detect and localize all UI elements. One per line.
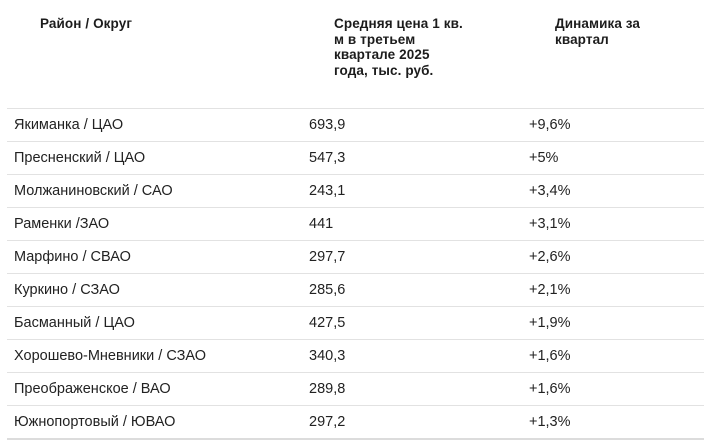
header-dynamics: Динамика за квартал bbox=[555, 16, 695, 47]
cell-dynamics: +1,6% bbox=[529, 381, 571, 397]
cell-district: Марфино / СВАО bbox=[14, 249, 131, 265]
table-row: Басманный / ЦАО 427,5 +1,9% bbox=[7, 307, 704, 340]
cell-price: 297,2 bbox=[309, 414, 346, 430]
table-row: Хорошево-Мневники / СЗАО 340,3 +1,6% bbox=[7, 340, 704, 373]
cell-price: 340,3 bbox=[309, 348, 346, 364]
cell-price: 285,6 bbox=[309, 282, 346, 298]
cell-district: Хорошево-Мневники / СЗАО bbox=[14, 348, 207, 364]
price-dynamics-table: Район / Округ Средняя цена 1 кв. м в тре… bbox=[7, 0, 704, 440]
table-header: Район / Округ Средняя цена 1 кв. м в тре… bbox=[7, 0, 704, 109]
cell-district: Раменки /ЗАО bbox=[14, 216, 110, 232]
cell-dynamics: +5% bbox=[529, 150, 559, 166]
cell-dynamics: +1,3% bbox=[529, 414, 571, 430]
cell-dynamics: +2,6% bbox=[529, 249, 571, 265]
header-price-line: года, тыс. руб. bbox=[334, 62, 434, 78]
table-row: Куркино / СЗАО 285,6 +2,1% bbox=[7, 274, 704, 307]
cell-district: Пресненский / ЦАО bbox=[14, 150, 146, 166]
cell-dynamics: +3,4% bbox=[529, 183, 571, 199]
table-row: Преображенское / ВАО 289,8 +1,6% bbox=[7, 373, 704, 406]
cell-dynamics: +3,1% bbox=[529, 216, 571, 232]
header-price-line: Средняя цена 1 кв. bbox=[334, 16, 463, 31]
cell-dynamics: +9,6% bbox=[529, 117, 571, 133]
cell-dynamics: +1,9% bbox=[529, 315, 571, 331]
table-row: Молжаниновский / САО 243,1 +3,4% bbox=[7, 175, 704, 208]
cell-district: Молжаниновский / САО bbox=[14, 183, 173, 199]
cell-district: Преображенское / ВАО bbox=[14, 381, 171, 397]
cell-price: 297,7 bbox=[309, 249, 346, 265]
cell-district: Басманный / ЦАО bbox=[14, 315, 135, 331]
table-row: Раменки /ЗАО 441 +3,1% bbox=[7, 208, 704, 241]
cell-district: Куркино / СЗАО bbox=[14, 282, 120, 298]
header-dynamics-line: квартал bbox=[555, 31, 609, 47]
table-row: Южнопортовый / ЮВАО 297,2 +1,3% bbox=[7, 406, 704, 440]
header-price: Средняя цена 1 кв. м в третьем квартале … bbox=[334, 16, 494, 78]
cell-price: 427,5 bbox=[309, 315, 346, 331]
header-dynamics-line: Динамика за bbox=[555, 16, 641, 31]
header-price-line: квартале 2025 bbox=[334, 47, 430, 62]
header-price-line: м в третьем bbox=[334, 31, 416, 47]
table-row: Пресненский / ЦАО 547,3 +5% bbox=[7, 142, 704, 175]
cell-dynamics: +2,1% bbox=[529, 282, 571, 298]
cell-price: 693,9 bbox=[309, 117, 346, 133]
cell-price: 289,8 bbox=[309, 381, 346, 397]
table-row: Якиманка / ЦАО 693,9 +9,6% bbox=[7, 109, 704, 142]
table-row: Марфино / СВАО 297,7 +2,6% bbox=[7, 241, 704, 274]
cell-price: 547,3 bbox=[309, 150, 346, 166]
cell-district: Южнопортовый / ЮВАО bbox=[14, 414, 176, 430]
cell-price: 243,1 bbox=[309, 183, 346, 199]
header-district: Район / Округ bbox=[40, 16, 133, 31]
cell-price: 441 bbox=[309, 216, 334, 232]
cell-dynamics: +1,6% bbox=[529, 348, 571, 364]
cell-district: Якиманка / ЦАО bbox=[14, 117, 124, 133]
